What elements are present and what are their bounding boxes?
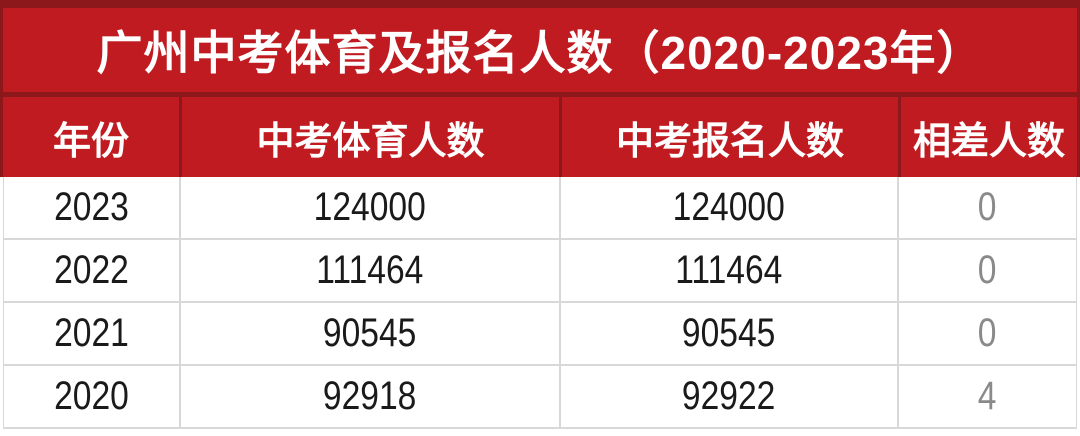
table-row-2023: 2023 124000 124000 0 <box>4 177 1076 240</box>
year-cell: 2021 <box>4 303 181 364</box>
table-header-row: 年份 中考体育人数 中考报名人数 相差人数 <box>3 97 1077 177</box>
sports-count-cell: 124000 <box>181 177 561 238</box>
column-header-sports-count: 中考体育人数 <box>182 97 559 177</box>
table-row-2022: 2022 111464 111464 0 <box>4 240 1076 303</box>
sports-count-cell: 90545 <box>181 303 561 364</box>
table-row-2021: 2021 90545 90545 0 <box>4 303 1076 366</box>
difference-cell: 0 <box>978 248 997 292</box>
column-header-year: 年份 <box>3 97 179 177</box>
column-header-difference: 相差人数 <box>901 97 1077 177</box>
registered-count-cell: 124000 <box>561 177 899 238</box>
table-body: 2023 124000 124000 0 2022 111464 <box>0 177 1080 429</box>
difference-cell: 4 <box>978 374 997 418</box>
sports-count-cell: 111464 <box>181 240 561 301</box>
difference-cell: 0 <box>978 311 997 355</box>
year-cell: 2022 <box>4 240 181 301</box>
registered-count-cell: 111464 <box>561 240 899 301</box>
registered-count-cell: 90545 <box>561 303 899 364</box>
figure-title: 广州中考体育及报名人数（2020-2023年） <box>3 8 1077 92</box>
red-top-panel: 广州中考体育及报名人数（2020-2023年） 年份 中考体育人数 中考报名人数… <box>0 0 1080 177</box>
year-cell: 2020 <box>4 366 181 427</box>
registered-count-cell: 92922 <box>561 366 899 427</box>
year-cell: 2023 <box>4 177 181 238</box>
column-header-registered-count: 中考报名人数 <box>562 97 898 177</box>
difference-cell: 0 <box>978 185 997 229</box>
table-rows: 2023 124000 124000 0 2022 111464 <box>3 177 1077 429</box>
sports-count-cell: 92918 <box>181 366 561 427</box>
table-row-2020: 2020 92918 92922 4 <box>4 366 1076 429</box>
